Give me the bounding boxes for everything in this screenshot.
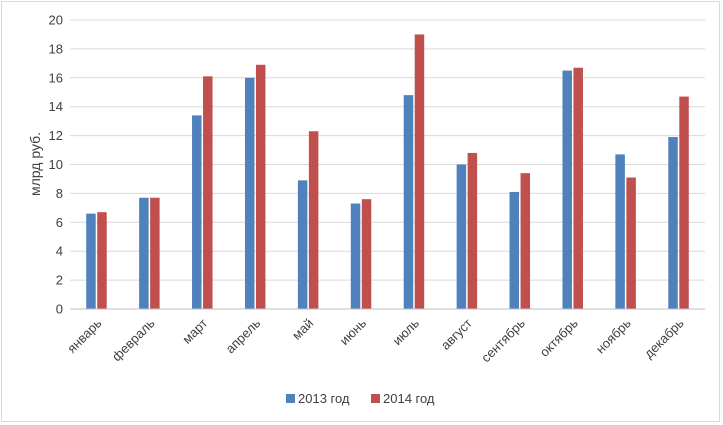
y-tick-label: 14 [49,99,63,114]
y-tick-label: 18 [49,41,63,56]
gridlines [70,19,705,281]
bar-2014 [361,199,372,309]
y-tick-label: 16 [49,70,63,85]
x-category-label: февраль [109,315,158,364]
bar-2014 [626,177,636,309]
y-tick-label: 0 [56,302,63,317]
y-axis-ticks: 0 2 4 6 8 10 12 14 16 18 20 [49,13,63,317]
bar-2013 [403,95,414,309]
y-axis-title: млрд руб. [27,132,43,196]
bar-2014 [573,67,583,309]
bars [86,34,689,310]
bar-2014 [520,173,531,309]
bar-2014 [679,96,689,310]
x-category-label: март [179,315,210,346]
y-tick-label: 8 [56,186,63,201]
x-category-label: декабрь [641,315,687,361]
y-tick-label: 12 [49,128,63,143]
legend: 2013 год 2014 год [286,391,435,406]
y-tick-label: 4 [56,244,63,259]
x-category-label: август [438,315,475,352]
y-tick-label: 10 [49,157,63,172]
bar-2013 [139,197,149,309]
bar-2014 [255,64,266,309]
legend-label: 2013 год [298,391,350,406]
bar-2013 [509,191,520,309]
x-axis-categories: январь февраль март апрель май июнь июль август… [64,315,687,365]
x-category-label: ноябрь [593,315,634,356]
bar-2013 [668,137,678,309]
x-category-label: май [289,316,316,343]
bar-2013 [244,77,255,309]
bar-2013 [350,203,361,309]
bar-2013 [297,180,308,309]
x-category-label: июнь [337,315,370,348]
legend-label: 2014 год [383,391,435,406]
bar-2014 [150,197,160,309]
legend-swatch [371,394,380,403]
bar-2013 [562,70,572,309]
x-category-label: апрель [223,315,264,356]
x-category-label: июль [389,315,422,348]
bar-2014 [467,152,478,309]
bar-2014 [97,212,107,309]
bar-2014 [414,34,425,309]
bar-2013 [86,213,96,309]
y-tick-label: 2 [56,273,63,288]
y-tick-label: 20 [49,13,63,28]
y-tick-label: 6 [56,215,63,230]
bar-2013 [615,154,625,309]
bar-2014 [308,131,319,309]
bar-2013 [456,164,467,309]
bar-2013 [192,115,202,310]
x-category-label: октябрь [537,315,581,359]
x-category-label: сентябрь [478,315,528,365]
bar-2014 [203,76,213,309]
legend-swatch [286,394,295,403]
x-category-label: январь [64,315,105,356]
